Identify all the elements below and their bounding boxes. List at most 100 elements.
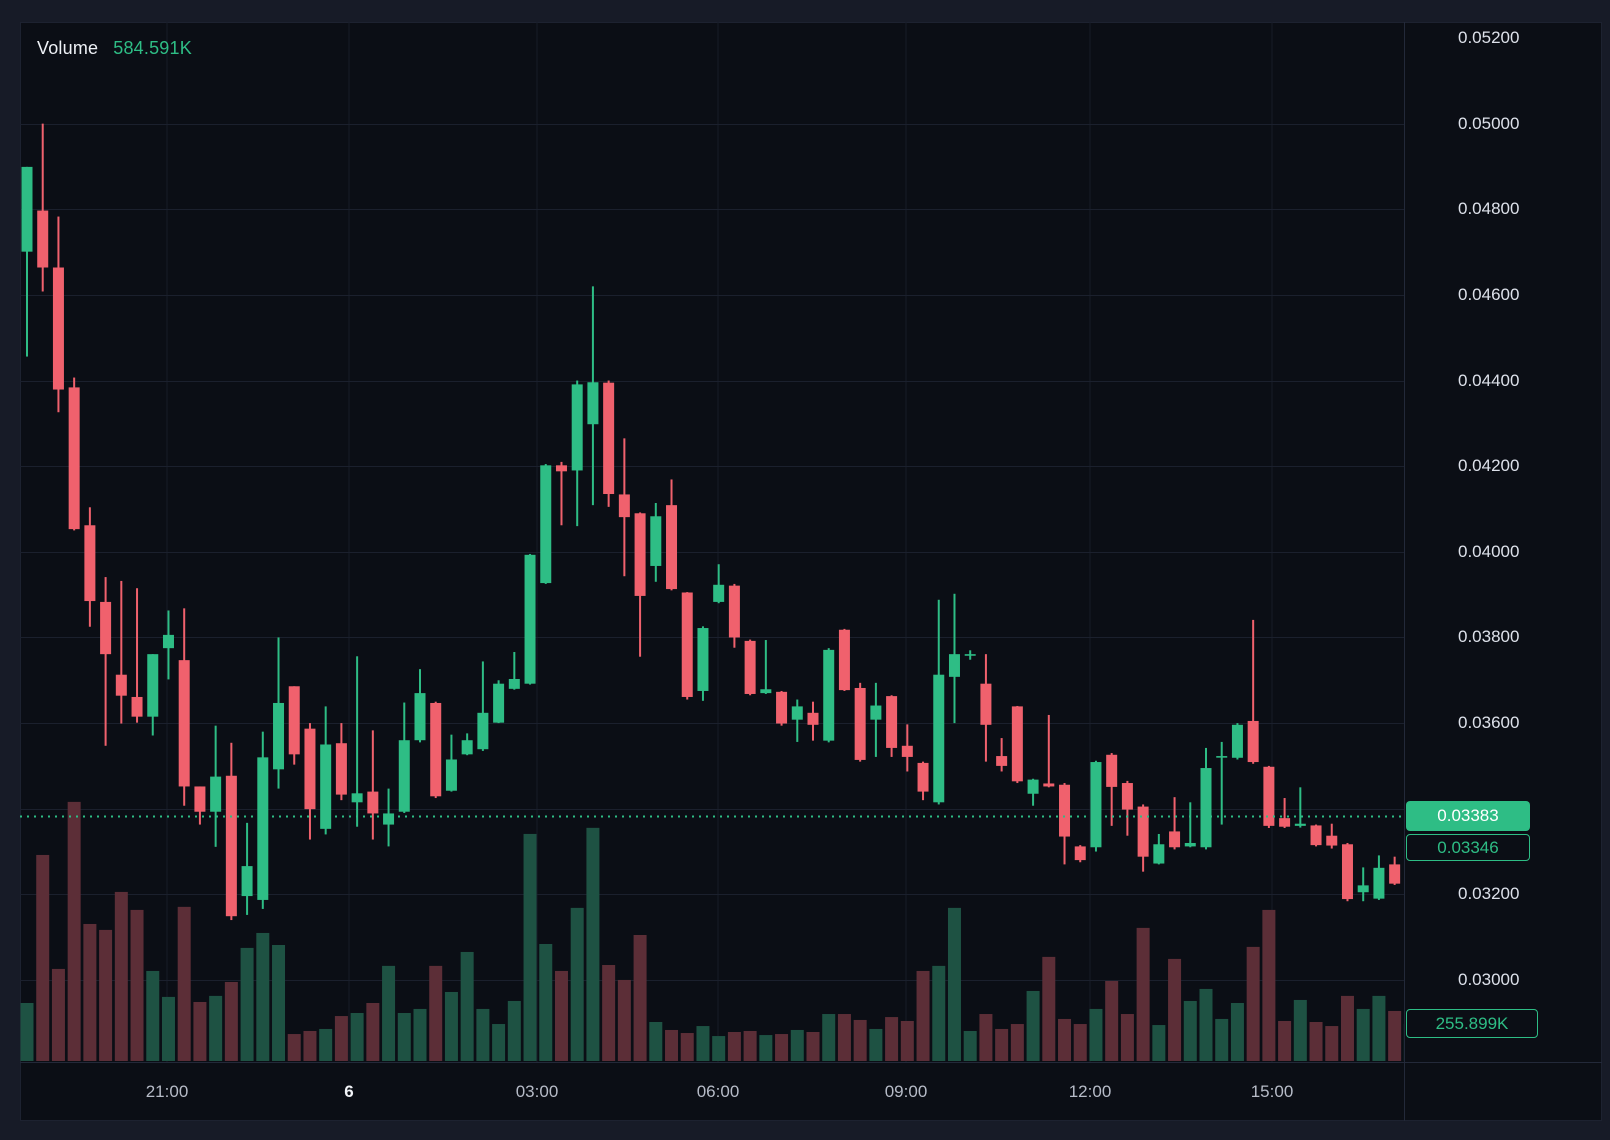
volume-legend-value: 584.591K — [113, 38, 192, 58]
volume-bar — [240, 947, 254, 1061]
volume-bar — [83, 923, 97, 1061]
candle-wick — [356, 656, 359, 827]
volume-bar — [1042, 956, 1056, 1061]
volume-bar — [99, 929, 113, 1061]
candle-body — [650, 516, 662, 566]
volume-bar — [366, 1003, 380, 1061]
candle-body — [1169, 831, 1181, 848]
candle-body — [823, 649, 835, 741]
volume-legend-label: Volume — [37, 38, 99, 58]
candle-body — [131, 696, 143, 717]
candle-body — [744, 640, 756, 694]
time-tick-label: 09:00 — [884, 1082, 928, 1101]
volume-bar — [1293, 999, 1307, 1061]
volume-bar — [712, 1036, 726, 1061]
candle-body — [776, 691, 788, 724]
candle-body — [68, 387, 80, 530]
candle-wick — [1220, 741, 1223, 825]
volume-bar — [979, 1014, 993, 1061]
price-tick-label: 0.04600 — [1458, 284, 1520, 304]
time-tick-label: 12:00 — [1068, 1082, 1112, 1101]
candle-wick — [513, 652, 516, 690]
candle-body — [1310, 825, 1322, 846]
candle-body — [493, 683, 505, 723]
candle-body — [1279, 818, 1291, 827]
candle-wick — [104, 577, 107, 746]
candle-body — [304, 728, 316, 810]
time-axis-separator — [20, 1062, 1602, 1063]
volume-bar — [130, 909, 144, 1061]
volume-bar — [1152, 1025, 1166, 1061]
price-tick-label: 0.03800 — [1458, 627, 1520, 647]
volume-bar — [319, 1028, 333, 1061]
volume-bar — [1325, 1026, 1339, 1061]
volume-bar — [146, 970, 160, 1061]
candle-body — [273, 702, 285, 770]
candle-body — [37, 210, 49, 268]
volume-bar — [1120, 1014, 1134, 1061]
candle-body — [1389, 864, 1401, 884]
candle-body — [414, 693, 426, 741]
price-tick-label: 0.05000 — [1458, 113, 1520, 133]
candle-wick — [1252, 619, 1255, 764]
candle-body — [1121, 783, 1133, 810]
volume-bar — [947, 907, 961, 1061]
candle-wick — [1362, 867, 1365, 902]
volume-bar — [397, 1013, 411, 1061]
volume-bar — [1278, 1020, 1292, 1061]
candle-body — [445, 759, 457, 791]
candle-wick — [1299, 787, 1302, 828]
volume-bar — [36, 854, 50, 1061]
candle-body — [21, 166, 33, 252]
candle-body — [838, 629, 850, 691]
volume-bar — [1026, 990, 1040, 1061]
volume-bar — [256, 932, 270, 1061]
volume-bar — [853, 1019, 867, 1061]
volume-bar — [287, 1034, 301, 1061]
candle-body — [147, 654, 159, 717]
candle-body — [1074, 846, 1086, 861]
candle-wick — [1173, 797, 1176, 850]
volume-bar — [602, 965, 616, 1061]
volume-bar — [1372, 995, 1386, 1061]
candle-body — [996, 756, 1008, 766]
volume-bar — [161, 996, 175, 1061]
volume-bar — [869, 1028, 883, 1061]
candle-body — [587, 382, 599, 425]
volume-legend[interactable]: Volume 584.591K — [37, 38, 192, 59]
volume-bar — [1105, 980, 1119, 1061]
candle-body — [1263, 766, 1275, 826]
volume-bar — [1168, 958, 1182, 1061]
volume-bar — [570, 907, 584, 1061]
candle-body — [115, 674, 127, 696]
candle-body — [1357, 885, 1369, 893]
candle-body — [430, 702, 442, 797]
volume-bar — [995, 1028, 1009, 1061]
candle-body — [288, 686, 300, 755]
candle-wick — [560, 461, 563, 526]
candle-body — [461, 740, 473, 755]
volume-bar — [775, 1034, 789, 1061]
time-tick-label: 15:00 — [1250, 1082, 1294, 1101]
candle-body — [1043, 783, 1055, 787]
volume-bar — [617, 979, 631, 1061]
candle-body — [1153, 844, 1165, 864]
volume-bar — [759, 1035, 773, 1061]
volume-bar — [680, 1033, 694, 1061]
candle-body — [477, 712, 489, 750]
volume-bar — [1340, 995, 1354, 1061]
candle-body — [901, 745, 913, 757]
volume-bar — [476, 1008, 490, 1061]
volume-bar — [209, 995, 223, 1061]
candle-body — [210, 776, 222, 812]
candle-wick — [1283, 798, 1286, 828]
candle-body — [178, 660, 190, 787]
candle-wick — [1047, 714, 1050, 788]
candle-body — [948, 654, 960, 677]
candle-wick — [796, 699, 799, 742]
volume-bar — [1262, 909, 1276, 1061]
volume-bar — [1073, 1024, 1087, 1061]
volume-bar — [114, 891, 128, 1061]
volume-bar — [900, 1020, 914, 1061]
